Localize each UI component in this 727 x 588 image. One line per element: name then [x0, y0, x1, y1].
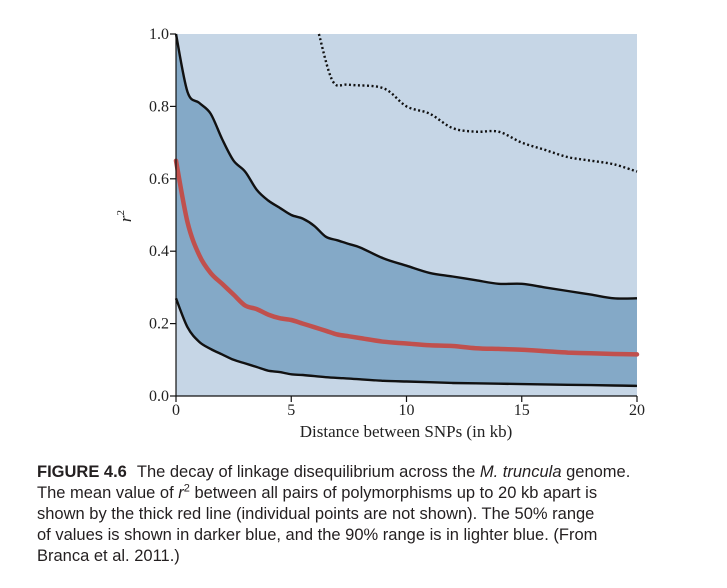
y-tick-label: 1.0	[149, 26, 169, 43]
series-line-90-upper	[317, 33, 638, 173]
x-axis-title: Distance between SNPs (in kb)	[300, 422, 512, 441]
y-tick-label: 0.6	[149, 171, 169, 188]
y-tick-label: 0.4	[149, 243, 169, 260]
y-tick-label: 0.0	[149, 388, 169, 405]
inner-50-band	[176, 34, 637, 386]
caption-line-4: of values is shown in darker blue, and t…	[37, 526, 598, 544]
series-line-50-upper	[174, 33, 638, 300]
axes: 0.0 0.2 0.4 0.6 0.8 1.0 0 5 10 15 20	[149, 26, 645, 419]
caption-line-3: shown by the thick red line (individual …	[37, 505, 595, 523]
x-tick-label: 5	[287, 402, 295, 419]
figure-label: FIGURE 4.6	[37, 463, 127, 481]
figure-caption: FIGURE 4.6 The decay of linkage disequili…	[37, 463, 631, 565]
x-tick-label: 0	[172, 402, 180, 419]
y-tick-label: 0.2	[149, 316, 169, 333]
x-tick-label: 20	[629, 402, 645, 419]
series-line-50-lower	[174, 297, 638, 388]
y-axis-title: r2	[115, 210, 135, 222]
y-tick-label: 0.8	[149, 98, 169, 115]
x-tick-label: 15	[514, 402, 530, 419]
caption-line-5: Branca et al. 2011.)	[37, 547, 180, 565]
series-line-mean	[173, 158, 640, 357]
plot-area	[173, 33, 640, 396]
species-name: truncula	[498, 463, 562, 481]
x-tick-label: 10	[399, 402, 415, 419]
ld-decay-chart: 0.0 0.2 0.4 0.6 0.8 1.0 0 5 10 15 20 Distance betw…	[115, 26, 645, 441]
